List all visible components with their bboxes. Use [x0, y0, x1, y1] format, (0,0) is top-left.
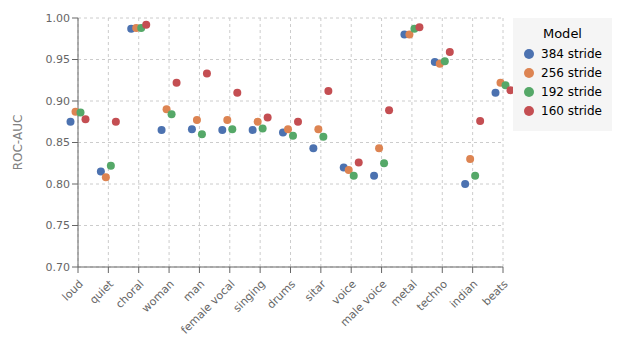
svg-text:female vocal: female vocal: [179, 278, 238, 337]
svg-text:drums: drums: [264, 277, 298, 311]
html-text:160 stride: 160 stride: [541, 104, 602, 118]
html-text:384 stride: 384 stride: [541, 47, 602, 61]
svg-text:techno: techno: [414, 277, 450, 313]
svg-text:0.80: 0.80: [46, 178, 71, 191]
svg-text:loud: loud: [60, 278, 86, 304]
svg-text:ROC-AUC: ROC-AUC: [11, 115, 25, 171]
svg-text:0.95: 0.95: [46, 53, 71, 66]
svg-text:1.00: 1.00: [46, 12, 71, 25]
svg-text:metal: metal: [388, 277, 420, 310]
svg-text:man: man: [181, 278, 207, 304]
svg-text:sitar: sitar: [302, 277, 329, 304]
html-text:192 stride: 192 stride: [541, 85, 602, 99]
svg-text:singing: singing: [231, 278, 268, 315]
html-text:Model: Model: [543, 26, 582, 41]
svg-text:0.90: 0.90: [46, 95, 71, 108]
svg-text:male voice: male voice: [338, 277, 390, 329]
svg-text:0.85: 0.85: [46, 136, 71, 149]
svg-text:woman: woman: [139, 278, 177, 316]
html-text:256 stride: 256 stride: [541, 66, 602, 80]
svg-text:0.75: 0.75: [46, 219, 71, 232]
svg-text:choral: choral: [113, 277, 147, 311]
svg-text:indian: indian: [447, 278, 480, 311]
svg-text:quiet: quiet: [87, 277, 117, 307]
svg-text:0.70: 0.70: [46, 261, 71, 274]
svg-text:beats: beats: [480, 277, 511, 308]
